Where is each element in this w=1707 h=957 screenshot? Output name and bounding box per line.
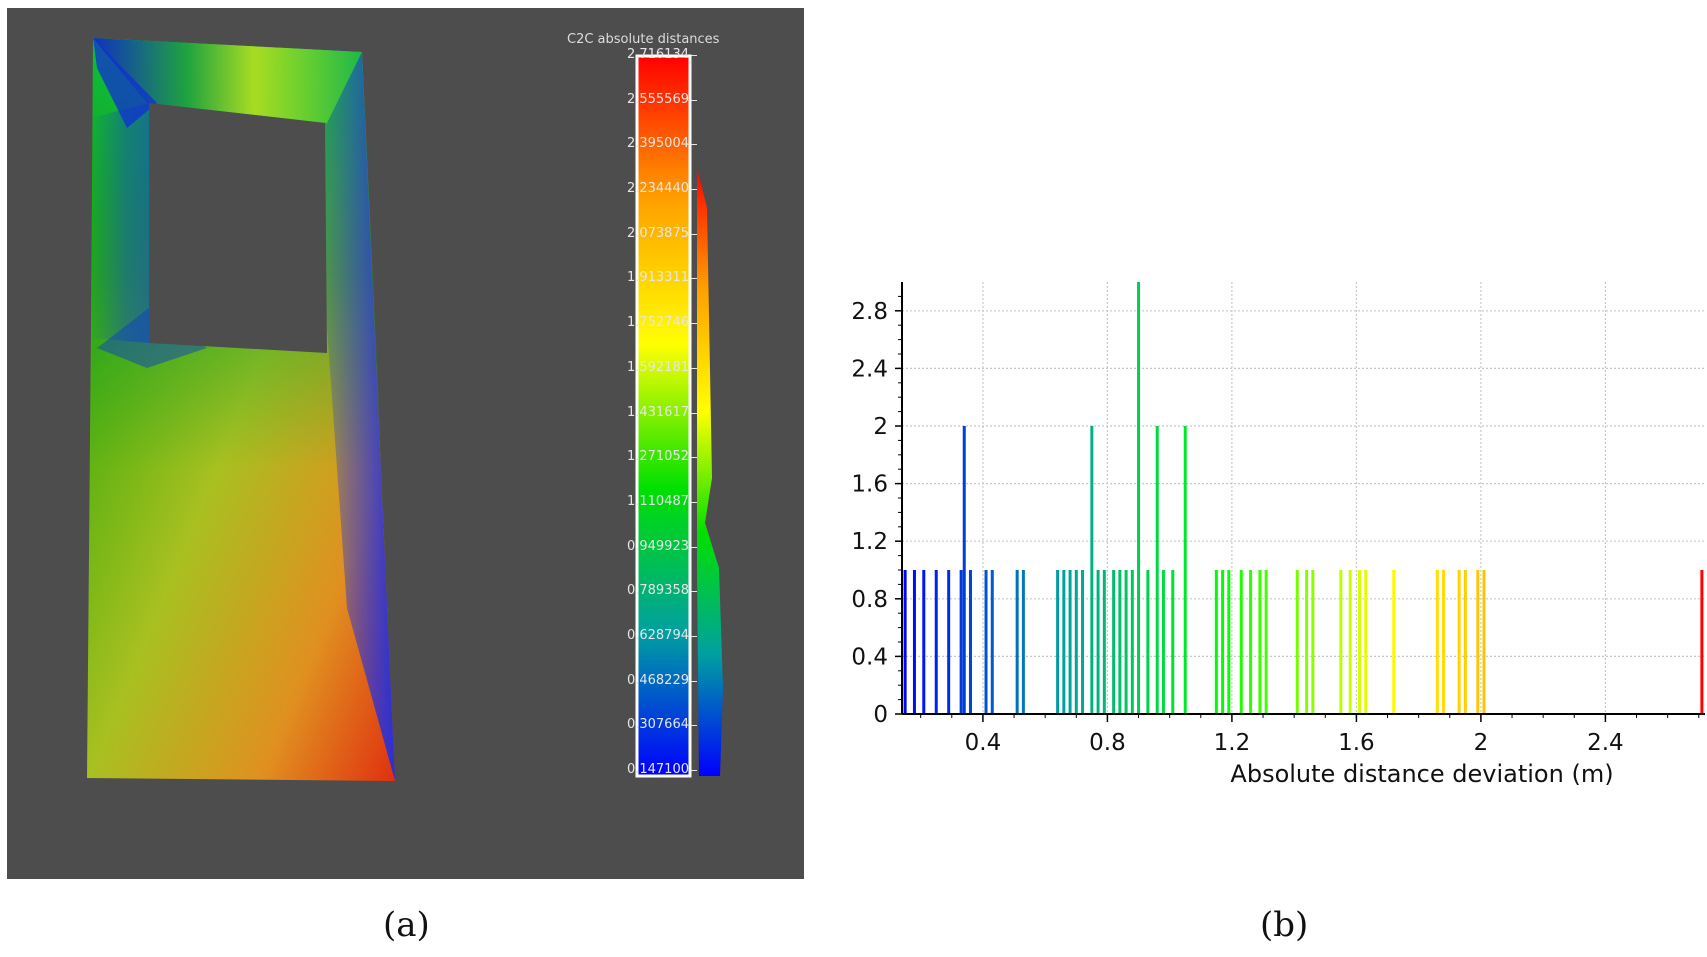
histogram-bar <box>1700 570 1704 714</box>
histogram-bar <box>1258 570 1262 714</box>
histogram-bar <box>1090 426 1094 714</box>
scalebar-tick-label: 0.789358 <box>567 583 697 598</box>
color-scale-bar <box>635 54 692 778</box>
histogram-bar <box>962 426 966 714</box>
histogram-bar <box>1171 570 1175 714</box>
scalebar-tick-label: 0.468229 <box>567 673 697 688</box>
histogram-bar <box>1482 570 1486 714</box>
histogram-bar <box>1015 570 1019 714</box>
y-tick-label: 2 <box>873 414 888 440</box>
histogram-bar <box>1348 570 1352 714</box>
histogram-bar <box>1339 570 1343 714</box>
histogram-bar <box>1081 570 1085 714</box>
histogram-bar <box>1364 570 1368 714</box>
histogram-bar <box>1463 570 1467 714</box>
scalebar-tick-label: 2.716134 <box>567 47 697 62</box>
scalebar-tick-label: 1.271052 <box>567 449 697 464</box>
histogram-bar <box>1392 570 1396 714</box>
scalebar-tick-label: 1.913311 <box>567 270 697 285</box>
histogram-bar <box>1214 570 1218 714</box>
scalebar-tick-label: 1.752746 <box>567 315 697 330</box>
histogram-bar <box>922 570 926 714</box>
panel-b-histogram: 0 0.4 0.8 1.2 1.6 2 2.4 2.8 0.4 0.8 1.2 1.6 2 2.4 Abso… <box>850 270 1707 870</box>
colored-wall-model <box>87 38 723 781</box>
x-tick-label: 1.2 <box>1214 730 1251 756</box>
y-tick-label: 1.2 <box>851 529 888 555</box>
histogram-bar <box>1068 570 1072 714</box>
histogram-bar <box>1305 570 1309 714</box>
scalebar-tick-label: 2.234440 <box>567 181 697 196</box>
y-tick-label: 2.4 <box>851 356 888 382</box>
histogram-bar <box>1096 570 1100 714</box>
x-tick-label: 1.6 <box>1338 730 1375 756</box>
histogram-bar <box>984 570 988 714</box>
scale-histogram-strip <box>697 168 723 776</box>
histogram-bar <box>934 570 938 714</box>
scalebar-tick-label: 0.628794 <box>567 628 697 643</box>
histogram-bar <box>1074 570 1078 714</box>
caption-a: (a) <box>383 905 430 945</box>
scalebar-tick-label: 2.073875 <box>567 226 697 241</box>
scalebar-tick-label: 2.395004 <box>567 136 697 151</box>
histogram-bar <box>1295 570 1299 714</box>
histogram-bar <box>959 570 963 714</box>
histogram-bar <box>1146 570 1150 714</box>
scalebar-tick-label: 0.949923 <box>567 539 697 554</box>
histogram-bar <box>903 570 907 714</box>
histogram-bar <box>1227 570 1231 714</box>
histogram-bar <box>990 570 994 714</box>
x-tick-label: 2.4 <box>1587 730 1624 756</box>
histogram-bar <box>1155 426 1159 714</box>
histogram-bar <box>1056 570 1060 714</box>
x-tick-label: 0.4 <box>965 730 1002 756</box>
histogram-bar <box>1311 570 1315 714</box>
caption-b: (b) <box>1260 905 1309 945</box>
y-tick-label: 1.6 <box>851 472 888 498</box>
histogram-bar <box>1161 570 1165 714</box>
scalebar-tick-label: 0.147100 <box>567 762 697 777</box>
scalebar-tick-label: 1.110487 <box>567 494 697 509</box>
histogram-bar <box>1062 570 1066 714</box>
panel-a-point-cloud-view: C2C absolute distances 2.716134 2.555569 2… <box>7 8 804 879</box>
x-axis-label: Absolute distance deviation (m) <box>1230 760 1613 788</box>
histogram-bar <box>968 570 972 714</box>
y-tick-label: 0.4 <box>851 644 888 670</box>
y-tick-label: 2.8 <box>851 299 888 325</box>
histogram-bar <box>1021 570 1025 714</box>
scalebar-tick-label: 0.307664 <box>567 717 697 732</box>
histogram-bar <box>1118 570 1122 714</box>
histogram-chart: 0 0.4 0.8 1.2 1.6 2 2.4 2.8 0.4 0.8 1.2 1.6 2 2.4 Abso… <box>851 282 1705 788</box>
scalebar-tick-label: 1.592181 <box>567 360 697 375</box>
y-tick-label: 0.8 <box>851 587 888 613</box>
histogram-bar <box>1457 570 1461 714</box>
histogram-bar <box>1124 570 1128 714</box>
histogram-bar <box>1442 570 1446 714</box>
histogram-bar <box>1264 570 1268 714</box>
histogram-bar <box>1102 570 1106 714</box>
histogram-bar <box>1249 570 1253 714</box>
histogram-bar <box>1112 570 1116 714</box>
scalebar-title: C2C absolute distances <box>567 32 720 47</box>
histogram-bar <box>1221 570 1225 714</box>
histogram-bar <box>1130 570 1134 714</box>
histogram-bar <box>1358 570 1362 714</box>
histogram-bar <box>1435 570 1439 714</box>
histogram-bar <box>947 570 951 714</box>
x-tick-label: 0.8 <box>1089 730 1126 756</box>
scalebar-tick-label: 2.555569 <box>567 92 697 107</box>
histogram-bar <box>912 570 916 714</box>
x-tick-label: 2 <box>1474 730 1489 756</box>
histogram-bar <box>1239 570 1243 714</box>
histogram-bar <box>1137 282 1141 714</box>
scalebar-tick-label: 1.431617 <box>567 405 697 420</box>
histogram-bar <box>1476 570 1480 714</box>
histogram-bar <box>1183 426 1187 714</box>
y-tick-label: 0 <box>873 702 888 728</box>
